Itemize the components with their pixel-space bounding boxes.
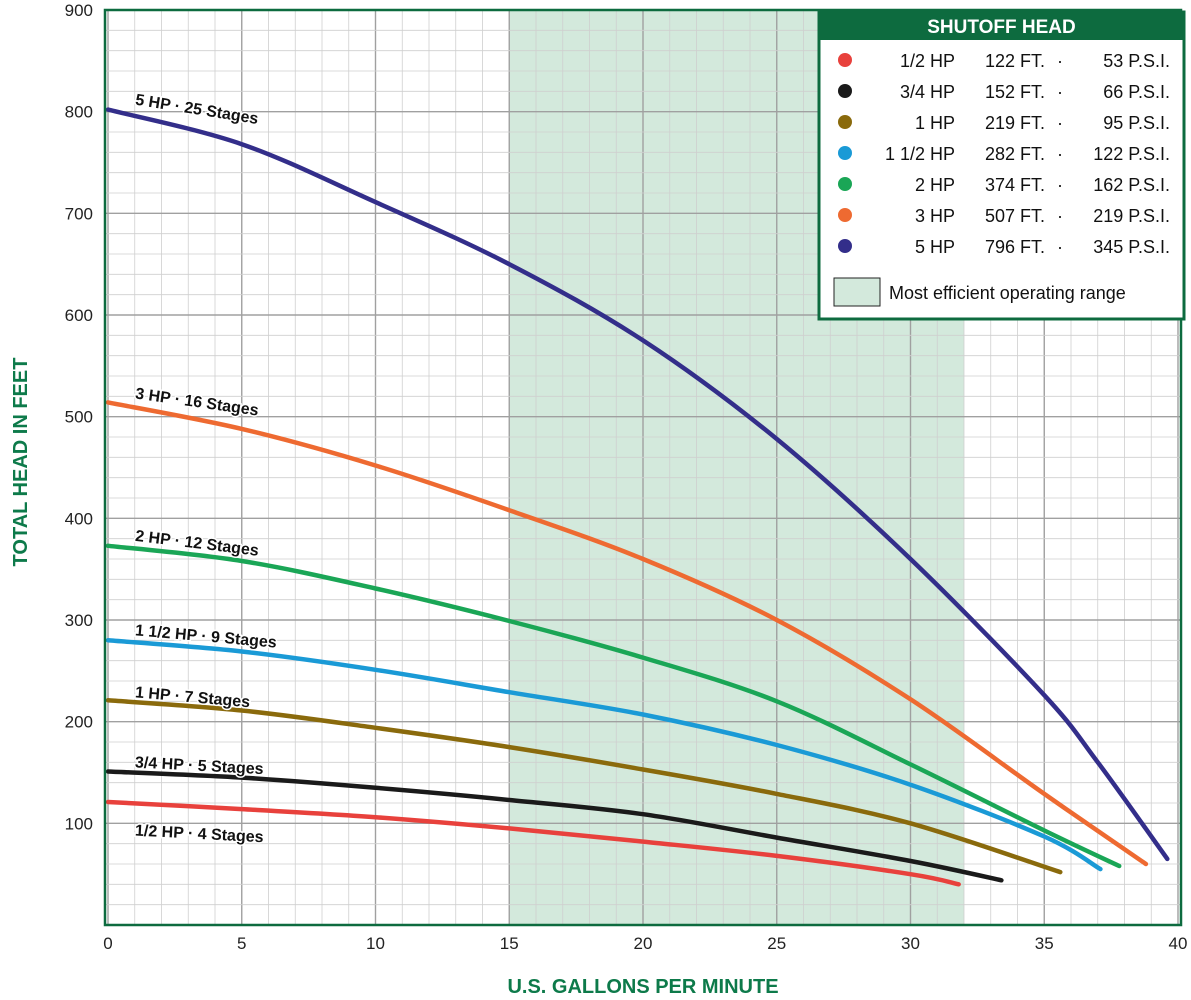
legend-header	[819, 12, 1184, 40]
x-tick-label: 35	[1035, 934, 1054, 953]
legend-swatch	[838, 53, 852, 67]
legend-hp: 5 HP	[915, 237, 955, 257]
y-tick-label: 200	[65, 713, 93, 732]
pump-curve	[105, 638, 1103, 872]
legend: SHUTOFF HEAD 1/2 HP 122 FT. · 53 P.S.I. 3/4 H…	[817, 10, 1186, 321]
legend-swatch	[838, 177, 852, 191]
legend-psi: 95 P.S.I.	[1103, 113, 1170, 133]
x-tick-label: 0	[103, 934, 112, 953]
legend-separator: ·	[1057, 175, 1063, 195]
legend-efficient-swatch	[833, 277, 881, 307]
legend-psi: 66 P.S.I.	[1103, 82, 1170, 102]
legend-box	[817, 10, 1186, 321]
pump-curve	[105, 543, 1122, 869]
legend-separator: ·	[1057, 113, 1063, 133]
curve-label: 3 HP · 16 Stages	[134, 385, 259, 419]
y-tick-label: 100	[65, 814, 93, 833]
legend-swatch	[838, 115, 852, 129]
x-axis-title: U.S. GALLONS PER MINUTE	[507, 976, 778, 998]
pump-curve	[105, 400, 1149, 867]
legend-psi: 162 P.S.I.	[1093, 175, 1170, 195]
legend-hp: 3/4 HP	[900, 82, 955, 102]
x-tick-label: 30	[901, 934, 920, 953]
legend-swatch	[838, 208, 852, 222]
legend-hp: 3 HP	[915, 206, 955, 226]
x-tick-label: 40	[1169, 934, 1188, 953]
pump-curve	[105, 107, 1170, 862]
x-tick-label: 20	[634, 934, 653, 953]
legend-swatch	[838, 239, 852, 253]
pump-curve	[105, 769, 1004, 883]
pump-curve	[105, 799, 961, 887]
legend-psi: 53 P.S.I.	[1103, 51, 1170, 71]
y-tick-label: 900	[65, 1, 93, 20]
y-tick-label: 400	[65, 509, 93, 528]
y-tick-label: 800	[65, 103, 93, 122]
legend-feet: 122 FT.	[985, 51, 1045, 71]
y-axis-title: TOTAL HEAD IN FEET	[10, 358, 32, 567]
legend-separator: ·	[1057, 51, 1063, 71]
legend-hp: 1 HP	[915, 113, 955, 133]
x-tick-label: 5	[237, 934, 246, 953]
y-tick-label: 500	[65, 408, 93, 427]
plot-frame	[103, 8, 1183, 927]
legend-feet: 282 FT.	[985, 144, 1045, 164]
legend-feet: 796 FT.	[985, 237, 1045, 257]
legend-hp: 2 HP	[915, 175, 955, 195]
legend-efficient-label: Most efficient operating range	[889, 283, 1126, 303]
legend-feet: 152 FT.	[985, 82, 1045, 102]
legend-feet: 374 FT.	[985, 175, 1045, 195]
legend-psi: 122 P.S.I.	[1093, 144, 1170, 164]
legend-psi: 219 P.S.I.	[1093, 206, 1170, 226]
legend-feet: 219 FT.	[985, 113, 1045, 133]
legend-title: SHUTOFF HEAD	[927, 17, 1075, 38]
legend-swatch	[838, 84, 852, 98]
legend-hp: 1 1/2 HP	[885, 144, 955, 164]
y-tick-label: 300	[65, 611, 93, 630]
pump-curves	[105, 107, 1170, 887]
x-tick-label: 15	[500, 934, 519, 953]
legend-separator: ·	[1057, 82, 1063, 102]
legend-separator: ·	[1057, 144, 1063, 164]
legend-feet: 507 FT.	[985, 206, 1045, 226]
y-tick-label: 600	[65, 306, 93, 325]
axis-ticks: 0 5 10 15 20 25 30 35 40 100 200 300 400 500 600 700 800…	[65, 1, 1188, 953]
legend-psi: 345 P.S.I.	[1093, 237, 1170, 257]
x-tick-label: 25	[767, 934, 786, 953]
legend-separator: ·	[1057, 206, 1063, 226]
legend-hp: 1/2 HP	[900, 51, 955, 71]
curve-label: 5 HP · 25 Stages	[134, 92, 259, 128]
curve-label: 1/2 HP · 4 Stages	[135, 823, 264, 847]
legend-swatch	[838, 146, 852, 160]
pump-curve	[105, 698, 1063, 875]
legend-separator: ·	[1057, 237, 1063, 257]
y-tick-label: 700	[65, 204, 93, 223]
x-tick-label: 10	[366, 934, 385, 953]
